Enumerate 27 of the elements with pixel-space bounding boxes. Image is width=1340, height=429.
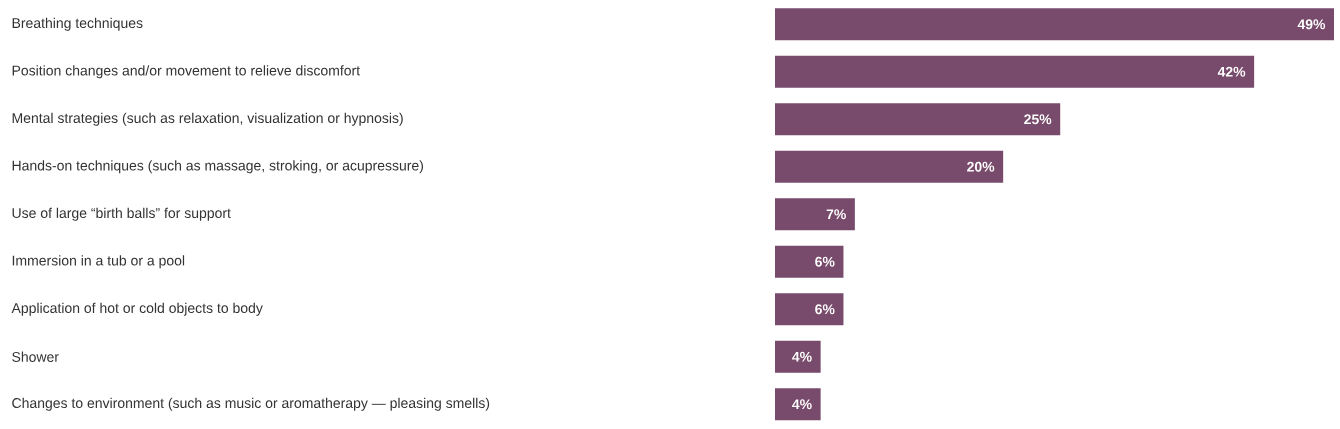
y-tick-label: Mental strategies (such as relaxation, visualization or hypnosis) bbox=[12, 112, 403, 126]
y-tick-label: Changes to environment (such as music or aromatherapy — pleasing smells) bbox=[12, 397, 490, 411]
data-label: 6% bbox=[815, 304, 835, 315]
y-tick-label: Use of large “birth balls” for support bbox=[12, 207, 231, 221]
data-label: 6% bbox=[815, 256, 835, 267]
bar bbox=[775, 388, 821, 421]
bar bbox=[775, 8, 1334, 41]
data-label: 20% bbox=[967, 161, 995, 172]
y-tick-label: Breathing techniques bbox=[12, 17, 143, 31]
y-tick-label: Application of hot or cold objects to body bbox=[11, 302, 263, 316]
data-label: 4% bbox=[792, 351, 812, 362]
bar bbox=[775, 293, 844, 326]
data-label: 42% bbox=[1217, 66, 1246, 77]
y-tick-label: Position changes and/or movement to relieve discomfort bbox=[12, 65, 360, 79]
data-label: 4% bbox=[792, 399, 812, 410]
bar bbox=[775, 55, 1255, 88]
bar bbox=[775, 150, 1004, 183]
data-label: 49% bbox=[1297, 19, 1326, 30]
bar bbox=[775, 198, 855, 231]
bar bbox=[775, 103, 1061, 136]
y-tick-label: Hands-on techniques (such as massage, stroking, or acupressure) bbox=[12, 160, 424, 174]
data-label: 25% bbox=[1024, 114, 1052, 125]
bar bbox=[775, 340, 821, 373]
bar bbox=[775, 245, 844, 278]
data-label: 7% bbox=[826, 209, 846, 220]
y-tick-label: Shower bbox=[12, 351, 59, 362]
y-tick-label: Immersion in a tub or a pool bbox=[12, 255, 185, 269]
